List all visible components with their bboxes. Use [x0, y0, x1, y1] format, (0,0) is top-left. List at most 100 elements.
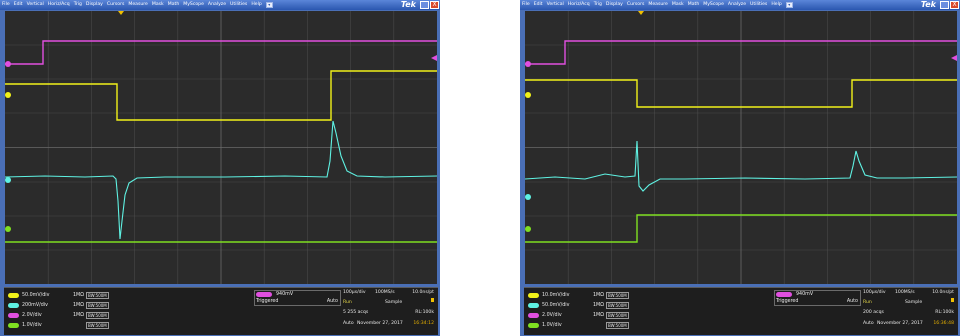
menu-dropdown-icon[interactable]: ▾ — [785, 2, 793, 8]
channel-bandwidth: BW:500M — [606, 301, 629, 309]
menu-trig[interactable]: Trig — [73, 2, 82, 7]
date: November 27, 2017 — [357, 321, 403, 326]
ch3-marker-icon[interactable] — [5, 61, 11, 67]
minimize-button[interactable] — [940, 1, 949, 9]
menu-edit[interactable]: Edit — [13, 2, 23, 7]
menu-cursors[interactable]: Cursors — [106, 2, 125, 7]
trigger-state: Triggered — [256, 299, 279, 304]
acq-count: 5 255 acqs — [343, 310, 369, 315]
acq-count: 200 acqs — [863, 310, 884, 315]
channel-scale: 1.0V/div — [542, 322, 562, 328]
menu-analyze[interactable]: Analyze — [727, 2, 747, 7]
channel-row[interactable]: 10.0mV/div 1MΩ BW:500M — [528, 291, 629, 299]
acq-trigger-mode: Auto — [863, 321, 874, 326]
menu-dropdown-icon[interactable]: ▾ — [265, 2, 273, 8]
trigger-position-icon[interactable] — [118, 11, 124, 15]
channel-impedance: 1MΩ — [73, 292, 84, 298]
trigger-level-icon[interactable] — [431, 55, 437, 61]
menu-display[interactable]: Display — [605, 2, 623, 7]
menu-utilities[interactable]: Utilities — [230, 2, 248, 7]
menu-display[interactable]: Display — [85, 2, 103, 7]
menu-vertical[interactable]: Vertical — [546, 2, 564, 7]
ch2-badge — [528, 302, 539, 308]
status-panel: 10.0mV/div 1MΩ BW:500M 50.0mV/div 1MΩ BW… — [524, 287, 958, 335]
channel-scale: 1.0V/div — [22, 322, 42, 328]
close-button[interactable]: X — [430, 1, 439, 9]
menu-help[interactable]: Help — [771, 2, 782, 7]
trigger-source-badge — [776, 292, 792, 297]
channel-bandwidth: BW:500M — [606, 311, 629, 319]
menu-edit[interactable]: Edit — [533, 2, 543, 7]
resolution: 10.0ns/pt — [412, 290, 434, 295]
channel-row[interactable]: 2.0V/div 1MΩ BW:500M — [8, 311, 109, 319]
acq-mode: Sample — [905, 300, 923, 305]
channel-impedance: 1MΩ — [593, 312, 604, 318]
menu-horiz-acq[interactable]: Horiz/Acq — [47, 2, 70, 7]
ch3-badge — [8, 312, 19, 318]
waveform-display[interactable] — [525, 11, 957, 284]
close-button[interactable]: X — [950, 1, 959, 9]
ch1-trace — [525, 79, 957, 108]
minimize-button[interactable] — [420, 1, 429, 9]
trigger-mode: Auto — [846, 299, 858, 304]
ch1-marker-icon[interactable] — [525, 92, 531, 98]
channel-scale: 10.0mV/div — [542, 292, 570, 298]
menu-math[interactable]: Math — [167, 2, 180, 7]
menu-file[interactable]: File — [2, 2, 10, 7]
waveform-display[interactable] — [5, 11, 437, 284]
ch3-marker-icon[interactable] — [525, 61, 531, 67]
channel-impedance: 1MΩ — [73, 312, 84, 318]
ch3-trace — [525, 40, 957, 65]
ch2-marker-icon[interactable] — [525, 194, 531, 200]
channel-row[interactable]: 1.0V/div BW:500M — [8, 321, 109, 329]
menu-analyze[interactable]: Analyze — [207, 2, 227, 7]
menu-cursors[interactable]: Cursors — [626, 2, 645, 7]
sample-rate: 100MS/s — [895, 290, 915, 295]
time: 16:34:12 — [413, 321, 434, 326]
channel-impedance: 1MΩ — [593, 302, 604, 308]
ch4-badge — [8, 322, 19, 328]
menu-measure[interactable]: Measure — [648, 2, 668, 7]
menu-help[interactable]: Help — [251, 2, 262, 7]
menu-utilities[interactable]: Utilities — [750, 2, 768, 7]
acquisition-readout[interactable]: 100µs/div 100MS/s 10.0ns/pt Run Sample 5… — [341, 288, 437, 334]
menu-math[interactable]: Math — [687, 2, 700, 7]
channel-impedance: 1MΩ — [73, 302, 84, 308]
run-stop-icon — [951, 298, 954, 302]
status-panel: 50.0mV/div 1MΩ BW:500M 200mV/div 1MΩ BW:… — [4, 287, 438, 335]
ch2-marker-icon[interactable] — [5, 177, 11, 183]
menu-myscope[interactable]: MyScope — [703, 2, 724, 7]
ch1-trace — [5, 70, 437, 121]
menu-horiz-acq[interactable]: Horiz/Acq — [567, 2, 590, 7]
trigger-readout[interactable]: 940mV Triggered Auto — [774, 290, 861, 306]
brand-logo: Tek — [920, 0, 936, 9]
acq-trigger-mode: Auto — [343, 321, 354, 326]
acquisition-readout[interactable]: 100µs/div 100MS/s 10.0ns/pt Run Sample 2… — [861, 288, 957, 334]
channel-scale: 2.0V/div — [542, 312, 562, 318]
channel-row[interactable]: 50.0mV/div 1MΩ BW:500M — [8, 291, 109, 299]
ch2-trace — [5, 120, 437, 240]
channel-row[interactable]: 200mV/div 1MΩ BW:500M — [8, 301, 109, 309]
menu-mask[interactable]: Mask — [671, 2, 684, 7]
acq-state: Run — [343, 300, 352, 305]
channel-bandwidth: BW:500M — [86, 311, 109, 319]
ch1-marker-icon[interactable] — [5, 92, 11, 98]
menu-mask[interactable]: Mask — [151, 2, 164, 7]
menu-bar: File Edit Vertical Horiz/Acq Trig Displa… — [520, 0, 960, 10]
menu-trig[interactable]: Trig — [593, 2, 602, 7]
menu-file[interactable]: File — [522, 2, 530, 7]
menu-vertical[interactable]: Vertical — [26, 2, 44, 7]
channel-scale: 2.0V/div — [22, 312, 42, 318]
menu-myscope[interactable]: MyScope — [183, 2, 204, 7]
ch4-marker-icon[interactable] — [525, 226, 531, 232]
ch4-badge — [528, 322, 539, 328]
ch4-marker-icon[interactable] — [5, 226, 11, 232]
channel-row[interactable]: 50.0mV/div 1MΩ BW:500M — [528, 301, 629, 309]
channel-row[interactable]: 1.0V/div BW:500M — [528, 321, 629, 329]
trigger-readout[interactable]: 940mV Triggered Auto — [254, 290, 341, 306]
channel-row[interactable]: 2.0V/div 1MΩ BW:500M — [528, 311, 629, 319]
acq-state: Run — [863, 300, 872, 305]
trigger-level-icon[interactable] — [951, 55, 957, 61]
menu-measure[interactable]: Measure — [128, 2, 148, 7]
trigger-position-icon[interactable] — [638, 11, 644, 15]
